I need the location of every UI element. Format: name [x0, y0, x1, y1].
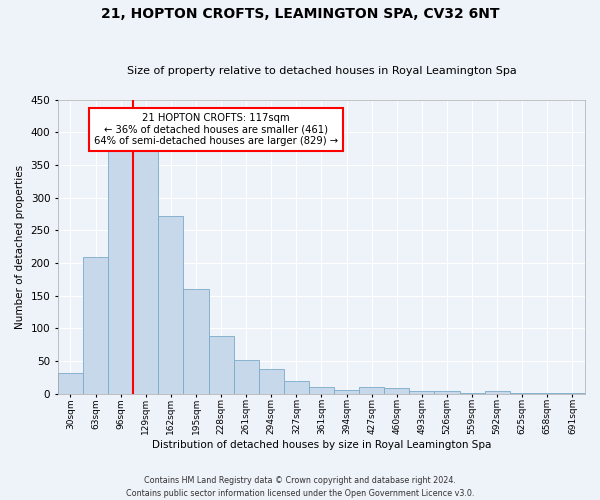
Bar — [259, 369, 284, 394]
Text: Contains HM Land Registry data © Crown copyright and database right 2024.
Contai: Contains HM Land Registry data © Crown c… — [126, 476, 474, 498]
Bar — [309, 386, 334, 394]
Bar — [184, 288, 209, 394]
Bar — [510, 393, 535, 394]
Bar — [560, 393, 585, 394]
Bar — [158, 216, 184, 394]
Bar — [133, 148, 158, 394]
Bar — [58, 373, 83, 394]
Bar — [460, 393, 485, 394]
Bar — [83, 256, 108, 394]
Bar — [535, 393, 560, 394]
Text: 21 HOPTON CROFTS: 117sqm
← 36% of detached houses are smaller (461)
64% of semi-: 21 HOPTON CROFTS: 117sqm ← 36% of detach… — [94, 112, 338, 146]
Bar — [485, 390, 510, 394]
Bar — [434, 390, 460, 394]
Title: Size of property relative to detached houses in Royal Leamington Spa: Size of property relative to detached ho… — [127, 66, 517, 76]
Bar — [233, 360, 259, 394]
Y-axis label: Number of detached properties: Number of detached properties — [15, 164, 25, 329]
Bar — [334, 390, 359, 394]
Bar — [284, 381, 309, 394]
Bar — [359, 388, 384, 394]
X-axis label: Distribution of detached houses by size in Royal Leamington Spa: Distribution of detached houses by size … — [152, 440, 491, 450]
Text: 21, HOPTON CROFTS, LEAMINGTON SPA, CV32 6NT: 21, HOPTON CROFTS, LEAMINGTON SPA, CV32 … — [101, 8, 499, 22]
Bar — [209, 336, 233, 394]
Bar — [409, 390, 434, 394]
Bar — [108, 148, 133, 394]
Bar — [384, 388, 409, 394]
